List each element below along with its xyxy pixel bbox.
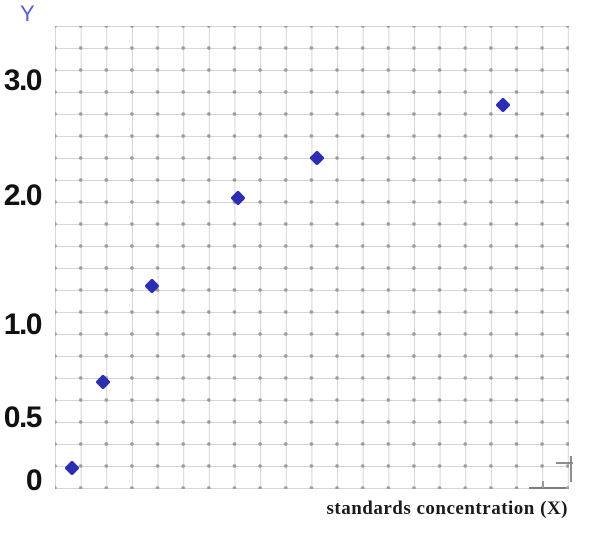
y-tick-label: 1.0 <box>3 308 43 341</box>
scan-artifact-line <box>556 462 573 464</box>
scan-artifact-line <box>570 456 572 482</box>
y-axis-title: Y <box>20 1 36 26</box>
x-axis-title: standards concentration (X) <box>326 498 568 519</box>
plot-area <box>55 26 569 489</box>
y-tick-label: 0.5 <box>3 401 43 434</box>
y-tick-label: 3.0 <box>3 64 43 97</box>
scan-artifact-line <box>529 487 566 489</box>
y-tick-label: 0 <box>25 464 43 497</box>
y-tick-label: 2.0 <box>3 179 43 212</box>
scan-artifact-line <box>542 481 544 488</box>
